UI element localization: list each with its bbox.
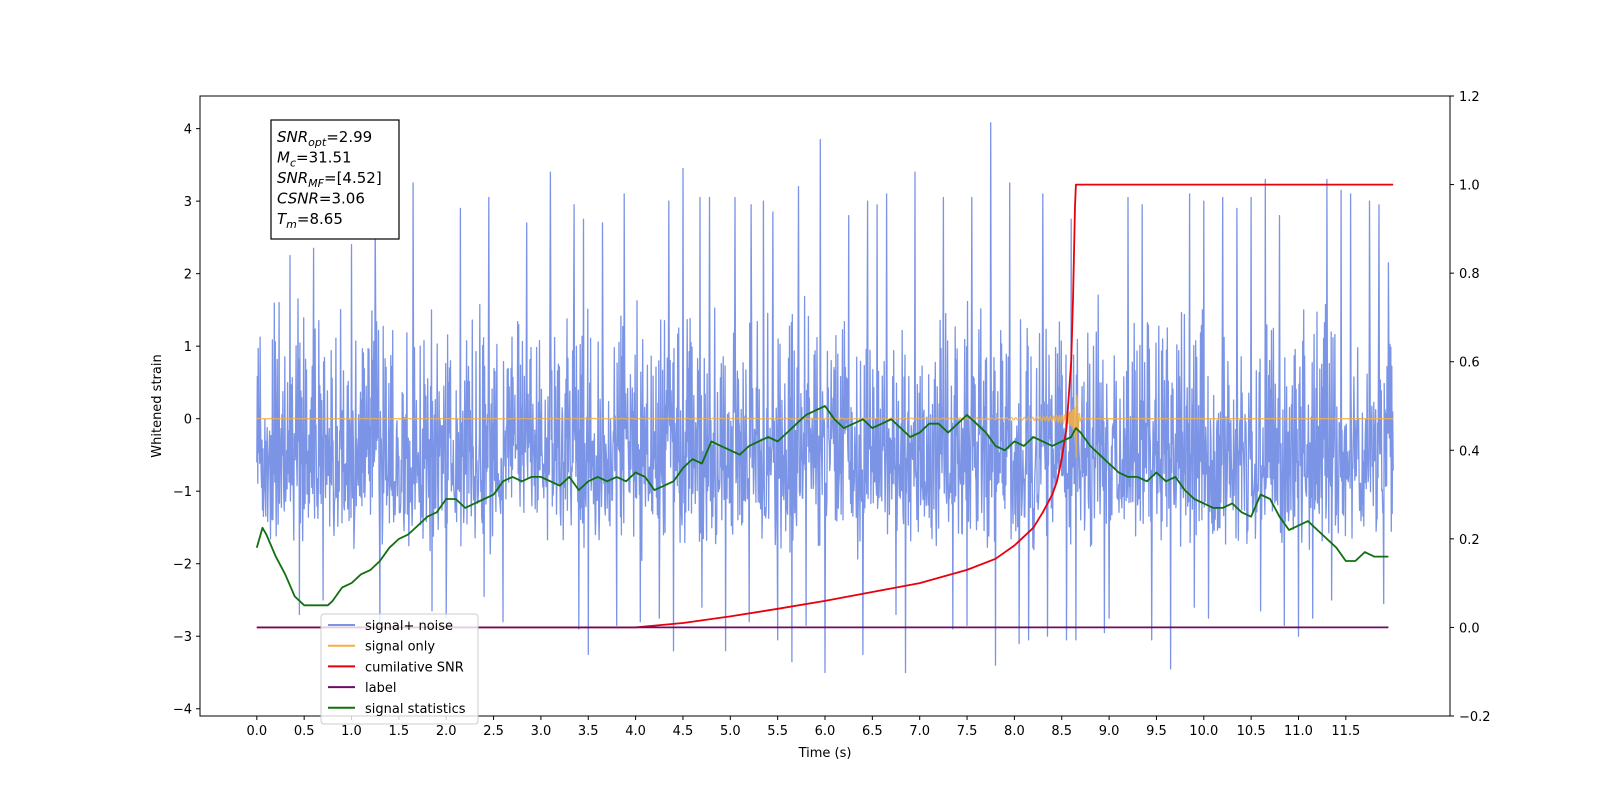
x-tick-label: 5.5 [767, 724, 788, 739]
annotation-symbol: SNR [277, 128, 308, 146]
annotation-value: =3.06 [319, 190, 365, 208]
x-tick-label: 2.5 [483, 724, 504, 739]
x-tick-label: 7.0 [909, 724, 930, 739]
x-tick-label: 0.5 [294, 724, 315, 739]
y-left-tick-label: 2 [184, 268, 192, 283]
x-tick-label: 10.5 [1237, 724, 1266, 739]
y-right-tick-label: −0.2 [1459, 710, 1491, 725]
annotation-subscript: MF [308, 177, 324, 190]
x-tick-label: 5.0 [720, 724, 741, 739]
annotation-symbol: M [277, 149, 290, 167]
legend: signal+ noise signal only cumilative SNR la… [320, 613, 479, 725]
series-line-signal-statistics [255, 405, 1389, 607]
y-left-tick-label: 0 [184, 413, 192, 428]
annotation-value: =8.65 [297, 210, 343, 228]
annotation-symbol: SNR [277, 169, 308, 187]
x-tick-label: 7.5 [957, 724, 978, 739]
x-axis-label: Time (s) [798, 746, 852, 761]
y-left-tick-label: −1 [173, 485, 192, 500]
x-tick-label: 3.0 [531, 724, 552, 739]
x-tick-label: 8.5 [1051, 724, 1072, 739]
y-axis-left-label: Whitened strain [150, 354, 165, 457]
x-tick-label: 11.5 [1331, 724, 1360, 739]
y-right-tick-label: 0.6 [1459, 356, 1480, 371]
y-left-tick-label: 4 [184, 123, 192, 138]
legend-label-signal-statistics: signal statistics [365, 702, 466, 717]
annotation-frame [270, 119, 400, 240]
y-right-tick-label: 0.0 [1459, 621, 1480, 636]
annotation-line: CSNR=3.06 [277, 190, 365, 208]
series-line-cumilative-snr [256, 183, 1394, 629]
x-tick-label: 11.0 [1284, 724, 1313, 739]
x-tick-label: 9.0 [1099, 724, 1120, 739]
annotation-value: =2.99 [326, 128, 372, 146]
x-tick-label: 3.5 [578, 724, 599, 739]
y-left-tick-label: −2 [173, 558, 192, 573]
annotation-line: SNRopt=2.99 [277, 128, 372, 149]
parameter-annotation-box: SNRopt=2.99Mc=31.51SNRMF=[4.52]CSNR=3.06… [270, 119, 400, 240]
y-right-tick-label: 0.8 [1459, 267, 1480, 282]
legend-label-signal-only: signal only [365, 640, 435, 655]
y-left-tick-label: 3 [184, 195, 192, 210]
annotation-subscript: c [290, 157, 296, 170]
axes-layer: 0.0 0.5 1.0 1.5 2.0 2.5 3.0 3.5 4.0 4.5 5.0 5.5 6.0 6… [173, 90, 1491, 739]
x-tick-label: 4.0 [625, 724, 646, 739]
x-tick-label: 1.5 [389, 724, 410, 739]
legend-frame [320, 613, 479, 725]
series-line-signal-only [256, 394, 1394, 458]
annotation-value: =[4.52] [324, 169, 382, 187]
y-left-tick-label: −3 [173, 630, 192, 645]
y-left-tick-label: 1 [184, 340, 192, 355]
x-tick-label: 1.0 [341, 724, 362, 739]
y-right-tick-label: 0.2 [1459, 533, 1480, 548]
annotation-line: Mc=31.51 [277, 149, 352, 170]
x-tick-label: 6.5 [862, 724, 883, 739]
x-tick-label: 9.5 [1146, 724, 1167, 739]
x-tick-label: 6.0 [815, 724, 836, 739]
annotation-symbol: CSNR [277, 190, 319, 208]
annotation-line: Tm=8.65 [277, 210, 343, 231]
annotation-subscript: opt [308, 136, 327, 149]
legend-label-label: label [365, 681, 396, 696]
annotation-line: SNRMF=[4.52] [277, 169, 382, 190]
y-right-tick-label: 0.4 [1459, 444, 1480, 459]
annotation-symbol: T [277, 210, 288, 228]
annotation-value: =31.51 [296, 149, 352, 167]
x-tick-label: 8.0 [1004, 724, 1025, 739]
x-tick-label: 4.5 [673, 724, 694, 739]
y-right-tick-label: 1.2 [1459, 90, 1480, 105]
legend-label-signal-noise: signal+ noise [365, 619, 453, 634]
y-left-tick-label: −4 [173, 703, 192, 718]
legend-label-cumilative-snr: cumilative SNR [365, 660, 464, 675]
x-tick-label: 10.0 [1189, 724, 1218, 739]
y-right-tick-label: 1.0 [1459, 179, 1480, 194]
x-tick-label: 2.0 [436, 724, 457, 739]
x-tick-label: 0.0 [246, 724, 267, 739]
annotation-subscript: m [286, 218, 297, 231]
